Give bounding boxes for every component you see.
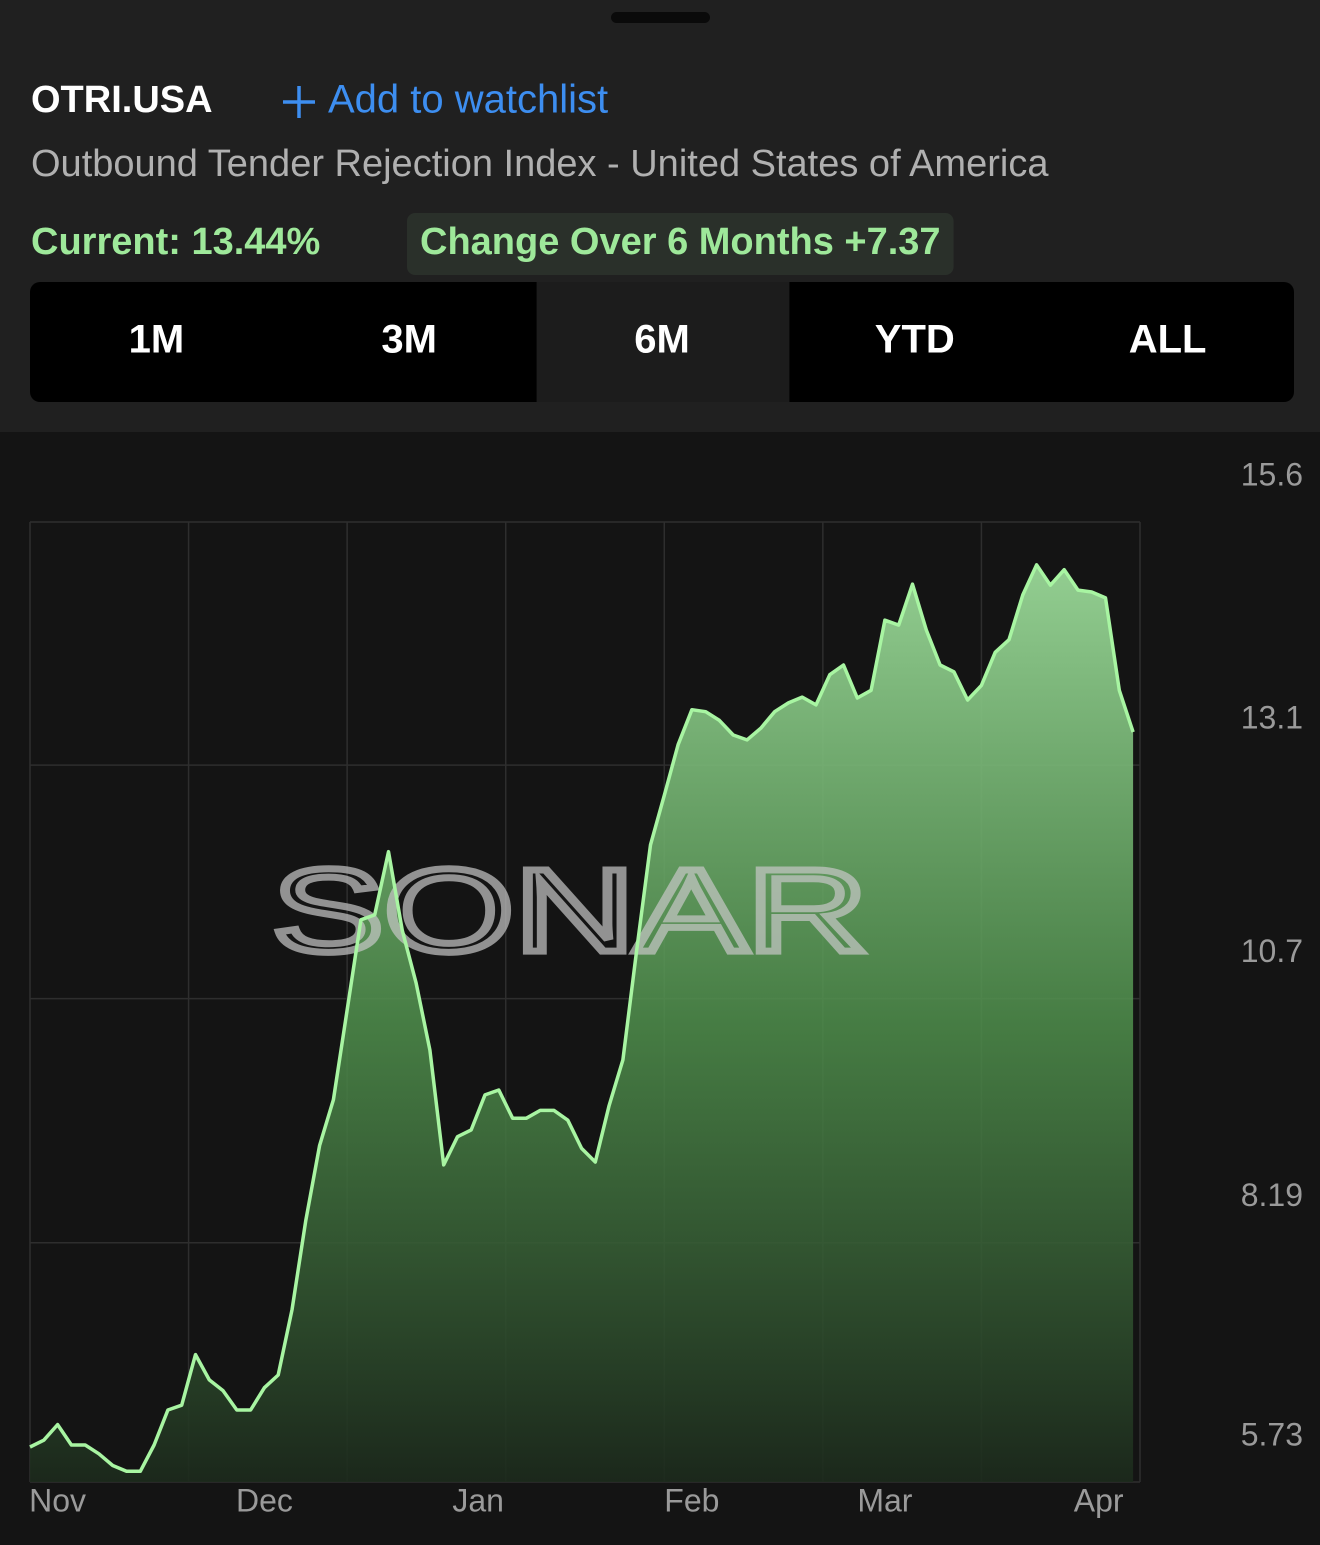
description: Outbound Tender Rejection Index - United…: [31, 143, 1049, 185]
y-tick-label: 15.6: [1241, 456, 1303, 492]
tab[interactable]: 6M: [536, 282, 790, 402]
y-tick-label: 8.19: [1241, 1177, 1303, 1213]
drag-handle[interactable]: [611, 12, 710, 23]
change-pill: [407, 213, 954, 275]
tab-label[interactable]: ALL: [1129, 318, 1207, 362]
tab[interactable]: YTD: [875, 318, 955, 362]
tab-label[interactable]: 3M: [381, 318, 437, 362]
y-tick-label: 10.7: [1241, 933, 1303, 969]
tab[interactable]: 3M: [381, 318, 437, 362]
x-tick-label: Nov: [29, 1482, 86, 1518]
x-tick-label: Feb: [664, 1482, 719, 1518]
watermark: SONAR: [272, 845, 868, 977]
line: [29, 563, 1135, 1474]
tab[interactable]: 1M: [129, 318, 185, 362]
current-value: Current: 13.44%: [31, 221, 320, 263]
symbol: OTRI.USA: [31, 79, 213, 121]
tab[interactable]: ALL: [1129, 318, 1207, 362]
y-tick-label: 13.1: [1241, 700, 1303, 736]
area: [30, 564, 1134, 1482]
x-tick-label: Dec: [236, 1482, 293, 1518]
tabs: 1M 3M 6M YTD ALL: [129, 282, 1207, 402]
tab-selected-bg: [536, 282, 790, 402]
tab-label[interactable]: 6M: [634, 318, 690, 362]
change-value: Change Over 6 Months +7.37: [420, 221, 941, 263]
y-tick-label: 5.73: [1241, 1416, 1303, 1452]
x-tick-label: Apr: [1074, 1482, 1124, 1518]
x-tick-label: Mar: [857, 1482, 912, 1518]
chart: 15.6 13.1 10.7 8.19 5.73 Nov Dec Jan Feb Mar Apr SO…: [29, 456, 1303, 1518]
x-tick-label: Jan: [452, 1482, 504, 1518]
tab-label[interactable]: 1M: [129, 318, 185, 362]
tab-label[interactable]: YTD: [875, 318, 955, 362]
add-watchlist-button[interactable]: Add to watchlist: [283, 78, 608, 122]
watchlist-label[interactable]: Add to watchlist: [328, 78, 608, 122]
